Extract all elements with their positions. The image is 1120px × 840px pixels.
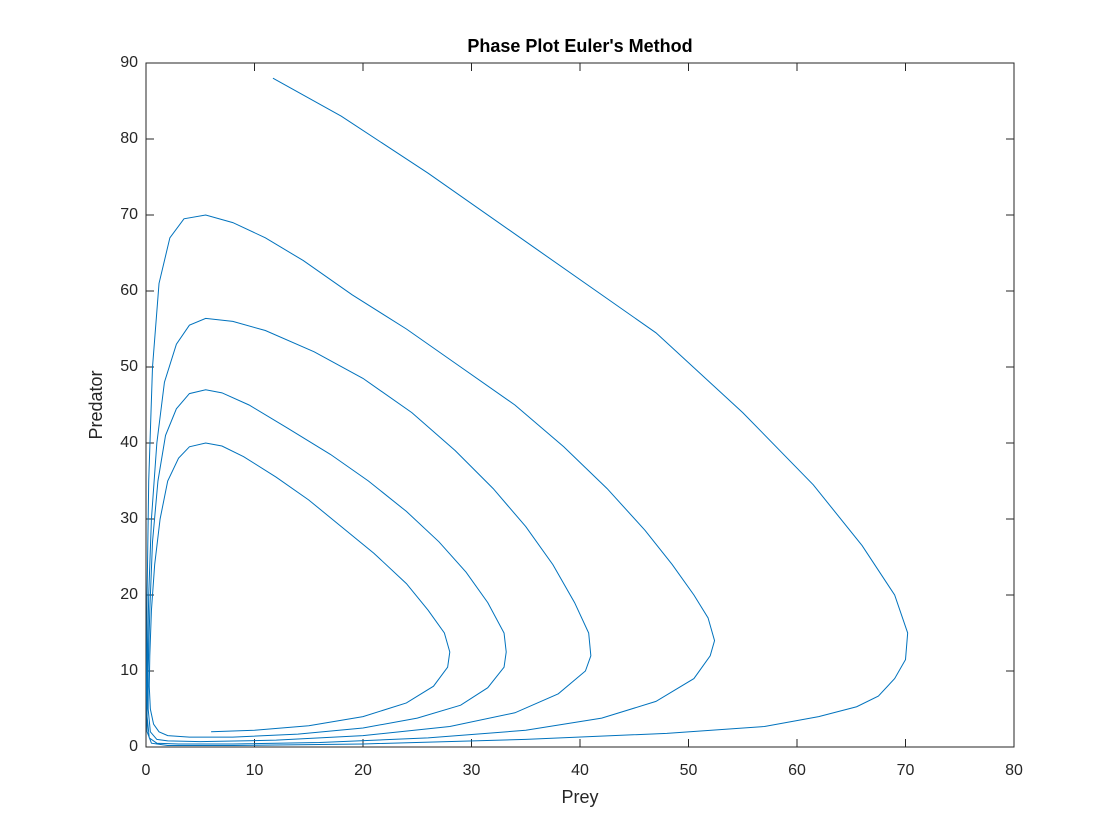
x-tick-label: 30 xyxy=(463,762,481,779)
x-tick-label: 20 xyxy=(354,762,372,779)
x-tick-label: 10 xyxy=(246,762,264,779)
y-tick-label: 10 xyxy=(120,662,138,679)
x-axis-label: Prey xyxy=(561,787,598,807)
x-tick-label: 70 xyxy=(897,762,915,779)
chart-title: Phase Plot Euler's Method xyxy=(467,36,692,56)
x-tick-label: 60 xyxy=(788,762,806,779)
y-tick-label: 50 xyxy=(120,358,138,375)
x-tick-label: 80 xyxy=(1005,762,1023,779)
y-tick-label: 60 xyxy=(120,282,138,299)
y-tick-label: 30 xyxy=(120,510,138,527)
y-tick-label: 20 xyxy=(120,586,138,603)
y-tick-label: 70 xyxy=(120,206,138,223)
x-tick-label: 50 xyxy=(680,762,698,779)
y-tick-label: 90 xyxy=(120,54,138,71)
data-line xyxy=(146,77,909,746)
y-axis-label: Predator xyxy=(86,370,106,439)
y-tick-label: 80 xyxy=(120,130,138,147)
y-tick-label: 0 xyxy=(129,738,138,755)
x-tick-label: 0 xyxy=(142,762,151,779)
plot-frame xyxy=(145,62,1015,748)
x-tick-label: 40 xyxy=(571,762,589,779)
y-tick-label: 40 xyxy=(120,434,138,451)
